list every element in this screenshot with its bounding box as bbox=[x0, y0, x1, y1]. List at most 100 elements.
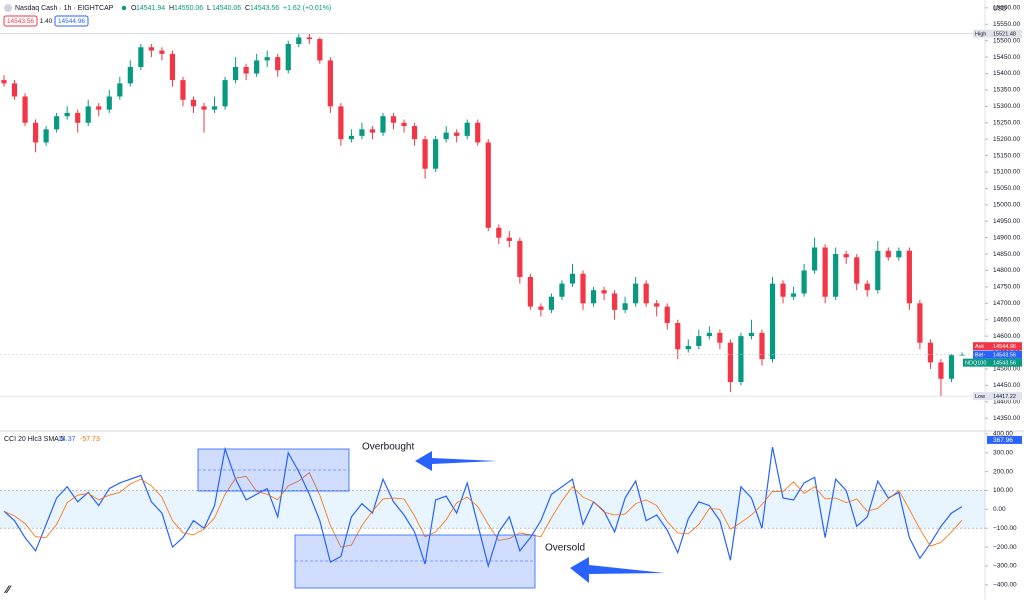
candle-body bbox=[896, 250, 902, 258]
y-tick-label: 14500.00 bbox=[993, 366, 1020, 373]
candle-body bbox=[464, 122, 470, 136]
candle-body bbox=[654, 303, 660, 307]
candle-body bbox=[664, 306, 670, 323]
symbol-title: Nasdaq Cash · 1h · EIGHTCAP bbox=[15, 5, 114, 12]
y-tick-label: 14700.00 bbox=[993, 300, 1020, 307]
candle-body bbox=[580, 273, 586, 304]
candle-body bbox=[254, 60, 260, 74]
ohlc-label: O bbox=[131, 5, 137, 12]
bid-box[interactable] bbox=[3, 15, 38, 27]
ohlc-value: 14541.94 bbox=[136, 5, 165, 12]
cci-line bbox=[3, 471, 963, 548]
candle-body bbox=[633, 283, 639, 304]
candle-body bbox=[611, 293, 618, 310]
cci-pane: CCI 20 Hlc3 SMA 5 −400.00 −300.00 −200.00 −… bbox=[0, 431, 1022, 589]
ask-value: 14544.96 bbox=[58, 18, 85, 25]
candle-body bbox=[243, 66, 249, 74]
candle-body bbox=[948, 355, 955, 379]
candle-body bbox=[906, 250, 912, 304]
candle-body bbox=[748, 332, 755, 337]
candle-body bbox=[159, 50, 165, 54]
y-tick-label: 14600.00 bbox=[993, 333, 1020, 340]
candle-body bbox=[348, 135, 355, 140]
candle-body bbox=[180, 80, 186, 100]
y-tick-label: 14800.00 bbox=[993, 267, 1020, 274]
y-tick-label: 15450.00 bbox=[993, 54, 1020, 61]
price-tag-value: 14417.22 bbox=[993, 394, 1016, 400]
indicator-title: CCI 20 Hlc3 SMA 5 bbox=[4, 436, 64, 443]
y-tick-label: 14400.00 bbox=[993, 398, 1020, 405]
y-tick-label: 14850.00 bbox=[993, 251, 1020, 258]
candle-body bbox=[790, 293, 797, 297]
candle-body bbox=[696, 336, 702, 346]
candle-body bbox=[475, 122, 481, 143]
ohlc-value: 14540.06 bbox=[212, 5, 241, 12]
price-tag-label: Bid bbox=[975, 352, 983, 358]
candle-body bbox=[506, 237, 512, 241]
candle-body bbox=[685, 345, 691, 350]
candle-body bbox=[411, 126, 418, 140]
y-tick-label: 15400.00 bbox=[993, 70, 1020, 77]
candle-body bbox=[11, 83, 18, 97]
candle-body bbox=[1, 80, 7, 84]
y-tick-label: 15350.00 bbox=[993, 87, 1020, 94]
candle-body bbox=[338, 106, 344, 140]
candle-body bbox=[117, 83, 123, 97]
y-tick-label: −200.00 bbox=[993, 544, 1017, 551]
ohlc-label: L bbox=[207, 5, 211, 12]
candle-body bbox=[138, 47, 144, 67]
candle-body bbox=[854, 257, 860, 284]
candle-body bbox=[559, 283, 565, 297]
last-value-label: 367.96 bbox=[993, 437, 1013, 444]
price-tag-label: High bbox=[975, 31, 986, 37]
candle-body bbox=[422, 139, 428, 169]
candle-body bbox=[285, 43, 291, 71]
y-tick-label: 15250.00 bbox=[993, 119, 1020, 126]
candle-body bbox=[296, 37, 302, 44]
candle-body bbox=[64, 112, 70, 117]
symbol-icon bbox=[4, 4, 12, 12]
candle-body bbox=[485, 142, 491, 228]
candle-body bbox=[601, 290, 607, 294]
ohlc-label: H bbox=[169, 5, 174, 12]
y-tick-label: 0.00 bbox=[993, 506, 1006, 513]
candle-body bbox=[927, 342, 934, 363]
ask-box[interactable] bbox=[54, 15, 89, 27]
candle-body bbox=[738, 336, 744, 383]
y-tick-label: 14350.00 bbox=[993, 415, 1020, 422]
y-tick-label: 15150.00 bbox=[993, 152, 1020, 159]
candle-body bbox=[938, 362, 944, 379]
candle-body bbox=[727, 342, 733, 383]
candle-body bbox=[822, 247, 828, 297]
candle-body bbox=[864, 283, 870, 291]
candle-body bbox=[527, 277, 533, 307]
candle-body bbox=[454, 132, 460, 136]
candle-body bbox=[190, 99, 197, 107]
candle-body bbox=[169, 53, 176, 81]
candle-body bbox=[590, 290, 597, 304]
cci-band bbox=[0, 490, 985, 529]
candle-body bbox=[622, 303, 628, 310]
price-tag-label: Ask bbox=[975, 344, 984, 350]
price-pane: 14350.0014400.0014450.0014500.0014550.00… bbox=[0, 5, 1022, 422]
price-tag bbox=[973, 342, 1022, 351]
candle-body bbox=[264, 57, 270, 61]
price-tag-label: Low bbox=[975, 394, 985, 400]
ohlc-readout: O 14541.94 H 14550.06 L 14540.06 C 14543.56 +1.6… bbox=[131, 5, 331, 12]
candle-body bbox=[875, 250, 881, 291]
indicator-value: -57.73 bbox=[80, 436, 100, 443]
price-tag-value: 15521.48 bbox=[993, 31, 1016, 37]
candle-body bbox=[369, 129, 376, 133]
y-tick-label: 14450.00 bbox=[993, 382, 1020, 389]
last-value-tag bbox=[987, 435, 1022, 444]
candle-body bbox=[780, 283, 786, 297]
candle-body bbox=[96, 106, 102, 110]
candle-body bbox=[22, 96, 28, 123]
y-tick-label: 14650.00 bbox=[993, 316, 1020, 323]
candle-body bbox=[233, 66, 239, 81]
y-tick-label: 15200.00 bbox=[993, 136, 1020, 143]
y-tick-label: 14950.00 bbox=[993, 218, 1020, 225]
candle-body bbox=[759, 332, 765, 360]
candle-body bbox=[548, 296, 555, 310]
candle-body bbox=[833, 254, 839, 297]
